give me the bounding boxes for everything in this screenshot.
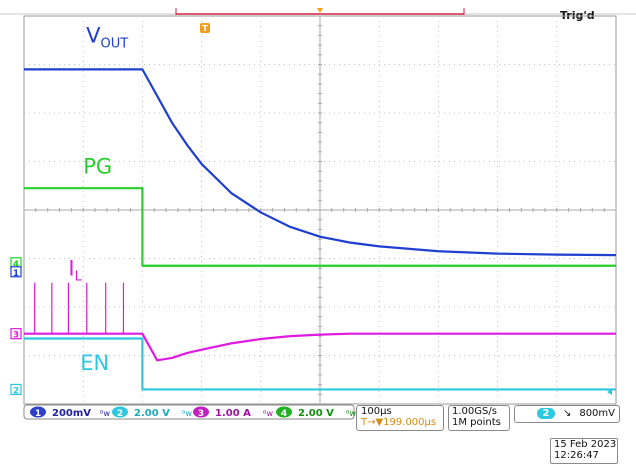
acquisition-readout[interactable]: 1.00GS/s 1M points <box>448 405 510 431</box>
label-pg: PG <box>83 155 112 179</box>
label-vout: VOUT <box>86 24 128 52</box>
trigger-marker <box>200 23 210 33</box>
channel-2-number: 2 <box>117 409 123 419</box>
ground-marker-1: 1 <box>13 269 19 279</box>
ground-marker-4: 4 <box>13 260 19 270</box>
trace-il <box>24 332 616 362</box>
channel-4-bw-icon: ᴮw <box>346 409 356 418</box>
label-en: EN <box>80 351 109 375</box>
trace-vout <box>24 68 617 257</box>
trigger-slope-icon: ↘ <box>563 408 572 419</box>
record-center-marker <box>317 8 323 13</box>
timebase-readout[interactable]: 100µs T→▼199.000µs <box>356 405 444 431</box>
ground-markers: 41 3 2 T <box>10 23 612 396</box>
timebase-scale: 100µs <box>361 406 392 417</box>
trace-pg <box>24 187 616 267</box>
trigger-position: T→▼199.000µs <box>361 417 437 428</box>
record-overview-bar <box>0 8 636 15</box>
date: 15 Feb 2023 <box>554 439 617 450</box>
record-length: 1M points <box>452 417 501 428</box>
trace-en <box>24 337 616 391</box>
channel-1-scale: 200mV <box>52 408 91 419</box>
waveform-labels: VOUT PG IL EN <box>68 24 128 375</box>
channel-4-number: 4 <box>281 409 287 419</box>
channel-4-scale: 2.00 V <box>298 408 334 419</box>
channel-2-bw-icon: ᴮw <box>182 409 192 418</box>
time: 12:26:47 <box>554 450 599 461</box>
channel-2-badge <box>112 406 128 418</box>
channel-1-number: 1 <box>35 409 41 419</box>
channel-3-scale: 1.00 A <box>215 408 251 419</box>
waveform-traces <box>24 68 617 391</box>
ground-marker-1-box <box>10 266 22 278</box>
ground-marker-3: 3 <box>13 331 19 341</box>
trigger-readout[interactable]: 2 ↘ 800mV <box>514 405 620 423</box>
ground-marker-2: 2 <box>13 386 19 396</box>
channel-3-badge <box>193 406 209 418</box>
datetime-readout: 15 Feb 2023 12:26:47 <box>550 438 618 464</box>
channel-1-bw-icon: ᴮw <box>100 409 110 418</box>
trigger-level: 800mV <box>579 408 615 419</box>
trigger-channel-badge: 2 <box>537 408 555 419</box>
status-bar: 1 200mV ᴮw 2 2.00 V ᴮw 3 1.00 A ᴮw 4 2.00 V ᴮw <box>23 404 356 420</box>
channel-3-bw-icon: ᴮw <box>263 409 273 418</box>
sample-rate: 1.00GS/s <box>452 406 497 417</box>
channel-scale-box <box>23 404 355 420</box>
trigger-level-arrow <box>607 389 612 395</box>
channel-2-scale: 2.00 V <box>134 408 170 419</box>
channel-3-number: 3 <box>198 409 204 419</box>
trigger-marker-label: T <box>202 24 208 33</box>
channel-4-badge <box>276 406 292 418</box>
channel-1-badge <box>30 406 46 418</box>
graticule <box>23 15 617 405</box>
ground-marker-2-box <box>10 383 22 396</box>
ground-marker-3-box <box>10 328 22 340</box>
label-il: IL <box>68 256 82 284</box>
